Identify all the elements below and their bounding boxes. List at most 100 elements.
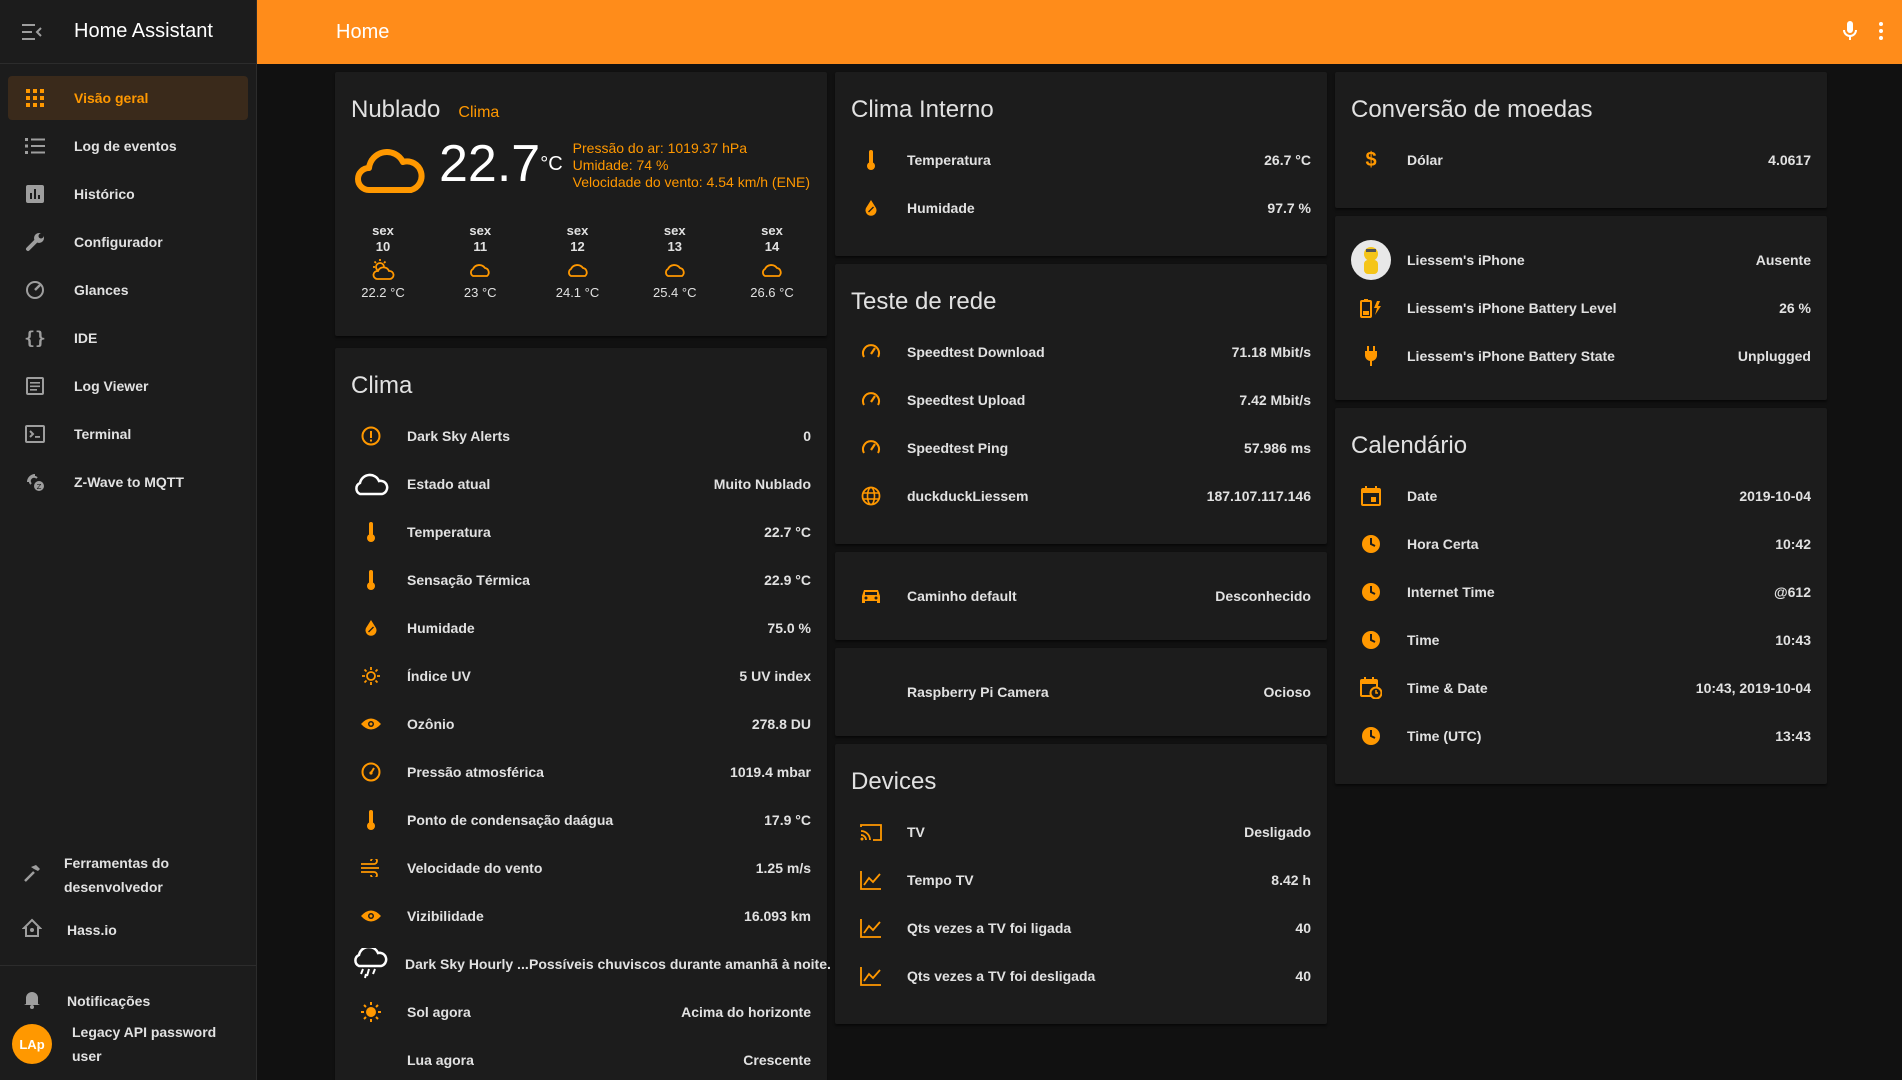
sidebar-item-visao-geral[interactable]: Visão geral [8,76,248,120]
sidebar-item-log-de-eventos[interactable]: Log de eventos [8,124,248,168]
entity-row-duckdns[interactable]: duckduckLiessem 187.107.117.146 [851,472,1311,520]
entity-row-vizibilidade[interactable]: Vizibilidade 16.093 km [351,892,811,940]
entity-value: 40 [1295,920,1311,936]
forecast-date: 12 [570,239,585,254]
sidebar-item-configurador[interactable]: Configurador [8,220,248,264]
white-balance-sunny-icon [351,992,391,1032]
speedometer-icon [851,428,891,468]
entity-row-speedtest-ping[interactable]: Speedtest Ping 57.986 ms [851,424,1311,472]
iphone-card: Liessem's iPhone Ausente Liessem's iPhon… [1335,216,1827,400]
entity-name: Temperatura [907,152,991,168]
entity-row-temperatura[interactable]: Temperatura 26.7 °C [851,136,1311,184]
entity-value: 22.9 °C [764,572,811,588]
sidebar-item-label: Log de eventos [74,138,177,154]
entity-value: 0 [803,428,811,444]
entity-row-time-and-date[interactable]: Time & Date 10:43, 2019-10-04 [1351,664,1811,712]
entity-row-tv-ligada[interactable]: Qts vezes a TV foi ligada 40 [851,904,1311,952]
entity-name: Ozônio [407,716,455,732]
weather-sunny-icon [351,656,391,696]
entity-name: Liessem's iPhone Battery State [1407,348,1615,364]
entity-row-dark-sky-alerts[interactable]: Dark Sky Alerts 0 [351,412,811,460]
entity-row-raspberry-pi-camera[interactable]: Raspberry Pi Camera Ocioso [851,668,1311,716]
entities-list: Dark Sky Alerts 0 Estado atual Muito Nub… [335,412,831,1080]
camera-icon [851,672,891,712]
calendar-clock-icon [1351,668,1391,708]
sidebar-item-label: Ferramentas do desenvolvedor [64,855,170,895]
sidebar-item-ferramentas[interactable]: Ferramentas do desenvolvedor [0,851,256,899]
entity-row-estado-atual[interactable]: Estado atual Muito Nublado [351,460,811,508]
sidebar-item-historico[interactable]: Histórico [8,172,248,216]
entity-value: 75.0 % [767,620,811,636]
entity-row-date[interactable]: Date 2019-10-04 [1351,472,1811,520]
sidebar-item-label: Glances [74,282,129,298]
entity-row-iphone[interactable]: Liessem's iPhone Ausente [1351,236,1811,284]
entity-row-hora-certa[interactable]: Hora Certa 10:42 [1351,520,1811,568]
more-vert-icon[interactable] [1878,20,1884,47]
weather-cloudy-icon [355,146,425,201]
entity-row-lua-agora[interactable]: Lua agora Crescente [351,1036,811,1080]
caminho-card: Caminho default Desconhecido [835,552,1327,640]
hammer-icon [22,863,42,888]
sidebar-item-glances[interactable]: Glances [8,268,248,312]
entity-row-caminho-default[interactable]: Caminho default Desconhecido [851,572,1311,620]
sidebar-item-label: Terminal [74,426,132,442]
entity-row-tempo-tv[interactable]: Tempo TV 8.42 h [851,856,1311,904]
entity-name: Raspberry Pi Camera [907,684,1049,700]
sidebar-item-ide[interactable]: {} IDE [8,316,248,360]
battery-charging-icon [1351,288,1391,328]
entity-value: 4.0617 [1768,152,1811,168]
entity-row-velocidade-do-vento[interactable]: Velocidade do vento 1.25 m/s [351,844,811,892]
sidebar-item-terminal[interactable]: Terminal [8,412,248,456]
entity-row-speedtest-download[interactable]: Speedtest Download 71.18 Mbit/s [851,328,1311,376]
eye-icon [351,896,391,936]
entity-row-sensacao-termica[interactable]: Sensação Térmica 22.9 °C [351,556,811,604]
entity-row-pressao-atmosferica[interactable]: Pressão atmosférica 1019.4 mbar [351,748,811,796]
entity-row-speedtest-upload[interactable]: Speedtest Upload 7.42 Mbit/s [851,376,1311,424]
temperature-value: 22.7 [439,135,541,193]
power-plug-icon [1351,336,1391,376]
entity-row-tv-desligada[interactable]: Qts vezes a TV foi desligada 40 [851,952,1311,1000]
entity-row-ozonio[interactable]: Ozônio 278.8 DU [351,700,811,748]
entity-row-humidade[interactable]: Humidade 97.7 % [851,184,1311,232]
clock-icon [1351,524,1391,564]
sidebar-item-z-wave-to-mqtt[interactable]: Z Z-Wave to MQTT [8,460,248,504]
top-app-bar: Home [257,0,1902,64]
sidebar-item-user[interactable]: LAp Legacy API password user [0,1016,256,1072]
entity-row-dark-sky-hourly[interactable]: Dark Sky Hourly ... Possíveis chuviscos … [351,940,831,988]
sidebar-item-hassio[interactable]: Hass.io [0,913,256,947]
entity-row-sol-agora[interactable]: Sol agora Acima do horizonte [351,988,811,1036]
sidebar-item-notificacoes[interactable]: Notificações [0,986,256,1016]
entity-row-iphone-battery-state[interactable]: Liessem's iPhone Battery State Unplugged [1351,332,1811,380]
entity-row-indice-uv[interactable]: Índice UV 5 UV index [351,652,811,700]
entity-row-time-utc[interactable]: Time (UTC) 13:43 [1351,712,1811,760]
entity-row-ponto-de-condensacao[interactable]: Ponto de condensação daágua 17.9 °C [351,796,811,844]
alert-circle-icon [351,416,391,456]
sidebar-item-log-viewer[interactable]: Log Viewer [8,364,248,408]
weather-attributes: Pressão do ar: 1019.37 hPa Umidade: 74 %… [573,140,810,191]
entities-list: Raspberry Pi Camera Ocioso [835,648,1327,716]
menu-toggle-button[interactable] [0,0,64,64]
entity-value: Desligado [1244,824,1311,840]
entity-row-time[interactable]: Time 10:43 [1351,616,1811,664]
entity-value: 10:42 [1775,536,1811,552]
weather-card[interactable]: Nublado Clima 22.7°C Pressão do ar: 1019… [335,72,827,336]
entity-row-internet-time[interactable]: Internet Time @612 [1351,568,1811,616]
sidebar-item-label: IDE [74,330,98,346]
calendario-card: Calendário Date 2019-10-04 Hora Certa 10… [1335,408,1827,784]
forecast-day: sex 10 22.2 °C [353,223,413,301]
forecast-weekday: sex [372,223,394,238]
clima-interno-card: Clima Interno Temperatura 26.7 °C Humida… [835,72,1327,256]
entities-list: Liessem's iPhone Ausente Liessem's iPhon… [1335,216,1827,380]
entity-row-tv[interactable]: TV Desligado [851,808,1311,856]
entity-row-humidade[interactable]: Humidade 75.0 % [351,604,811,652]
view-dashboard-icon [23,86,47,110]
entity-row-dolar[interactable]: $ Dólar 4.0617 [1351,136,1811,184]
entity-row-temperatura[interactable]: Temperatura 22.7 °C [351,508,811,556]
entity-value: 1.25 m/s [755,860,811,876]
entity-value: 187.107.117.146 [1206,488,1311,504]
forecast-temp: 26.6 °C [750,285,794,300]
entity-row-iphone-battery-level[interactable]: Liessem's iPhone Battery Level 26 % [1351,284,1811,332]
entity-value: 1019.4 mbar [730,764,811,780]
microphone-icon[interactable] [1842,20,1858,47]
entity-value: 7.42 Mbit/s [1239,392,1311,408]
